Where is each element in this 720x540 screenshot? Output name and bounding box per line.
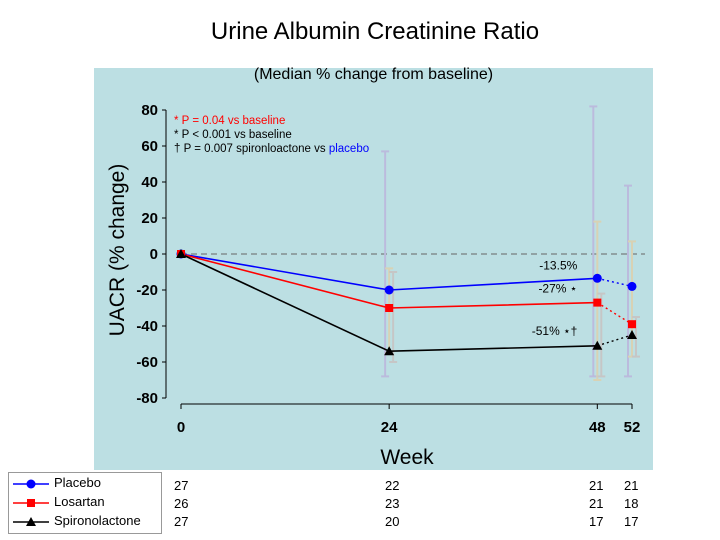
legend: Placebo Losartan Spironolactone [8, 472, 162, 534]
legend-label: Placebo [54, 475, 101, 490]
n-table-cell: 21 [589, 478, 604, 493]
y-tick-label: -40 [136, 318, 158, 335]
y-tick-label: 60 [141, 138, 158, 155]
error-bars [381, 105, 640, 381]
footnotes: * P = 0.04 vs baseline * P < 0.001 vs bas… [174, 115, 369, 155]
data-label: -51% ⋆† [532, 324, 578, 338]
series-markers [176, 249, 637, 356]
y-tick-label: -20 [136, 282, 158, 299]
footnote-part: placebo [329, 143, 369, 155]
legend-item-spironolactone: Spironolactone [9, 513, 161, 531]
data-point-spironolactone [384, 346, 395, 356]
legend-swatch [13, 479, 49, 489]
legend-item-losartan: Losartan [9, 494, 161, 512]
n-table-cell: 27 [174, 514, 189, 529]
series-line-dotted-losartan [596, 302, 633, 325]
x-tick-label: 24 [381, 419, 398, 436]
y-axis-label: UACR (% change) [106, 164, 129, 337]
y-tick-label: 20 [141, 210, 158, 227]
page-title: Urine Albumin Creatinine Ratio [210, 18, 540, 45]
data-point-losartan [593, 298, 602, 307]
n-table-cell: 22 [385, 478, 400, 493]
footnote: * P < 0.001 vs baseline [174, 129, 292, 141]
chart-panel [94, 68, 653, 470]
n-table-cell: 17 [589, 514, 604, 529]
footnote-part: † P = 0.007 spironloactone vs [174, 143, 329, 155]
y-tick-label: -80 [136, 390, 158, 407]
x-axis-label: Week [380, 446, 434, 469]
annotations: -13.5% -27% ⋆ -51% ⋆† [532, 258, 578, 338]
n-table-cell: 18 [624, 496, 639, 511]
data-point-spironolactone [627, 330, 637, 339]
n-table-cell: 20 [385, 514, 400, 529]
n-table-cell: 27 [174, 478, 189, 493]
n-table-cell: 23 [385, 496, 400, 511]
data-point-placebo [384, 285, 394, 295]
legend-label: Spironolactone [54, 513, 141, 528]
x-tick-label: 52 [624, 419, 641, 436]
data-point-losartan [385, 304, 394, 312]
legend-item-placebo: Placebo [9, 475, 161, 493]
data-label: -27% ⋆ [538, 282, 577, 296]
y-tick-label: 0 [150, 246, 158, 263]
data-point-losartan [628, 320, 636, 329]
data-label: -13.5% [539, 258, 577, 272]
x-tick-label: 48 [589, 419, 606, 436]
n-table-cell: 26 [174, 496, 189, 511]
footnote: † P = 0.007 spironloactone vs placebo [174, 143, 369, 155]
n-table-cell: 21 [624, 478, 639, 493]
y-tick-label: -60 [136, 354, 158, 371]
chart-axes: 80 60 40 20 0 -20 -40 -60 -80 0 24 48 52 Week UACR (% … [106, 102, 645, 469]
footnote: * P = 0.04 vs baseline [174, 115, 285, 127]
y-tick-label: 80 [141, 102, 158, 119]
data-point-spironolactone [592, 340, 603, 350]
series-line-dotted-spironolactone [597, 334, 633, 347]
y-tick-label: 40 [141, 174, 158, 191]
n-table-cell: 21 [589, 496, 604, 511]
legend-marker-triangle [26, 517, 36, 526]
legend-label: Losartan [54, 494, 105, 509]
legend-marker-square [27, 499, 35, 507]
legend-swatch [13, 499, 49, 507]
n-table-cell: 17 [624, 514, 639, 529]
data-point-spironolactone [176, 249, 186, 258]
series-line-dotted-placebo [597, 277, 633, 288]
legend-marker-circle [26, 479, 36, 489]
data-point-placebo [627, 281, 637, 291]
legend-swatch [13, 517, 49, 526]
chart-subtitle: (Median % change from baseline) [253, 66, 494, 83]
x-tick-label: 0 [177, 419, 185, 436]
data-point-placebo [592, 273, 602, 283]
